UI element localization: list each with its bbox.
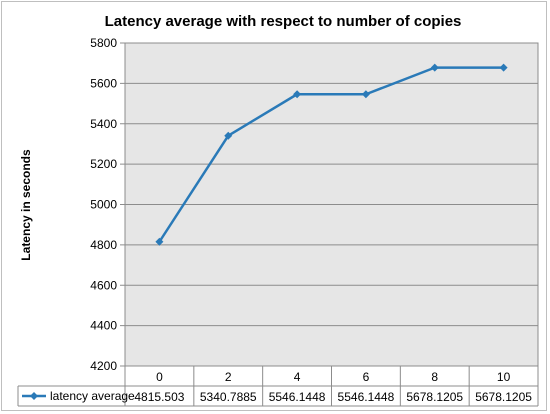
gridlines bbox=[125, 42, 538, 367]
legend-series-name: latency average bbox=[50, 389, 135, 403]
y-axis-ticks: 4200 4400 4600 4800 5000 5200 5400 5600 5800 bbox=[90, 36, 125, 373]
data-point-marker bbox=[224, 131, 233, 140]
y-tick-label: 4600 bbox=[90, 278, 117, 292]
legend-marker bbox=[30, 392, 38, 400]
data-table-value: 5678.1205 bbox=[475, 390, 532, 404]
data-table-value: 5546.1448 bbox=[338, 390, 395, 404]
data-table-value: 5340.7885 bbox=[200, 390, 257, 404]
y-tick-label: 5600 bbox=[90, 76, 117, 90]
data-table-value: 4815.503 bbox=[134, 390, 184, 404]
y-tick-label: 4400 bbox=[90, 319, 117, 333]
y-tick-label: 5200 bbox=[90, 157, 117, 171]
x-category-label: 6 bbox=[363, 370, 370, 384]
y-tick-label: 4800 bbox=[90, 238, 117, 252]
series-line bbox=[158, 66, 504, 243]
y-tick-label: 5000 bbox=[90, 198, 117, 212]
y-tick-label: 5400 bbox=[90, 117, 117, 131]
chart-title: Latency average with respect to number o… bbox=[105, 13, 462, 30]
data-point-marker bbox=[361, 90, 370, 99]
series-latency-average bbox=[155, 63, 508, 246]
x-category-label: 8 bbox=[431, 370, 438, 384]
data-point-marker bbox=[155, 237, 164, 246]
x-category-label: 4 bbox=[294, 370, 301, 384]
data-table: 0 2 4 6 8 10 latency average 4815.503 5340.7885 5… bbox=[17, 365, 539, 407]
x-category-label: 2 bbox=[225, 370, 232, 384]
data-table-value: 5546.1448 bbox=[269, 390, 326, 404]
y-axis-title: Latency in seconds bbox=[19, 149, 33, 261]
x-category-label: 0 bbox=[156, 370, 163, 384]
data-point-marker bbox=[499, 63, 508, 72]
data-table-value: 5678.1205 bbox=[406, 390, 463, 404]
data-point-marker bbox=[430, 63, 439, 72]
x-category-label: 10 bbox=[497, 370, 511, 384]
data-point-marker bbox=[293, 90, 302, 99]
y-tick-label: 5800 bbox=[90, 36, 117, 50]
y-tick-label: 4200 bbox=[90, 359, 117, 373]
